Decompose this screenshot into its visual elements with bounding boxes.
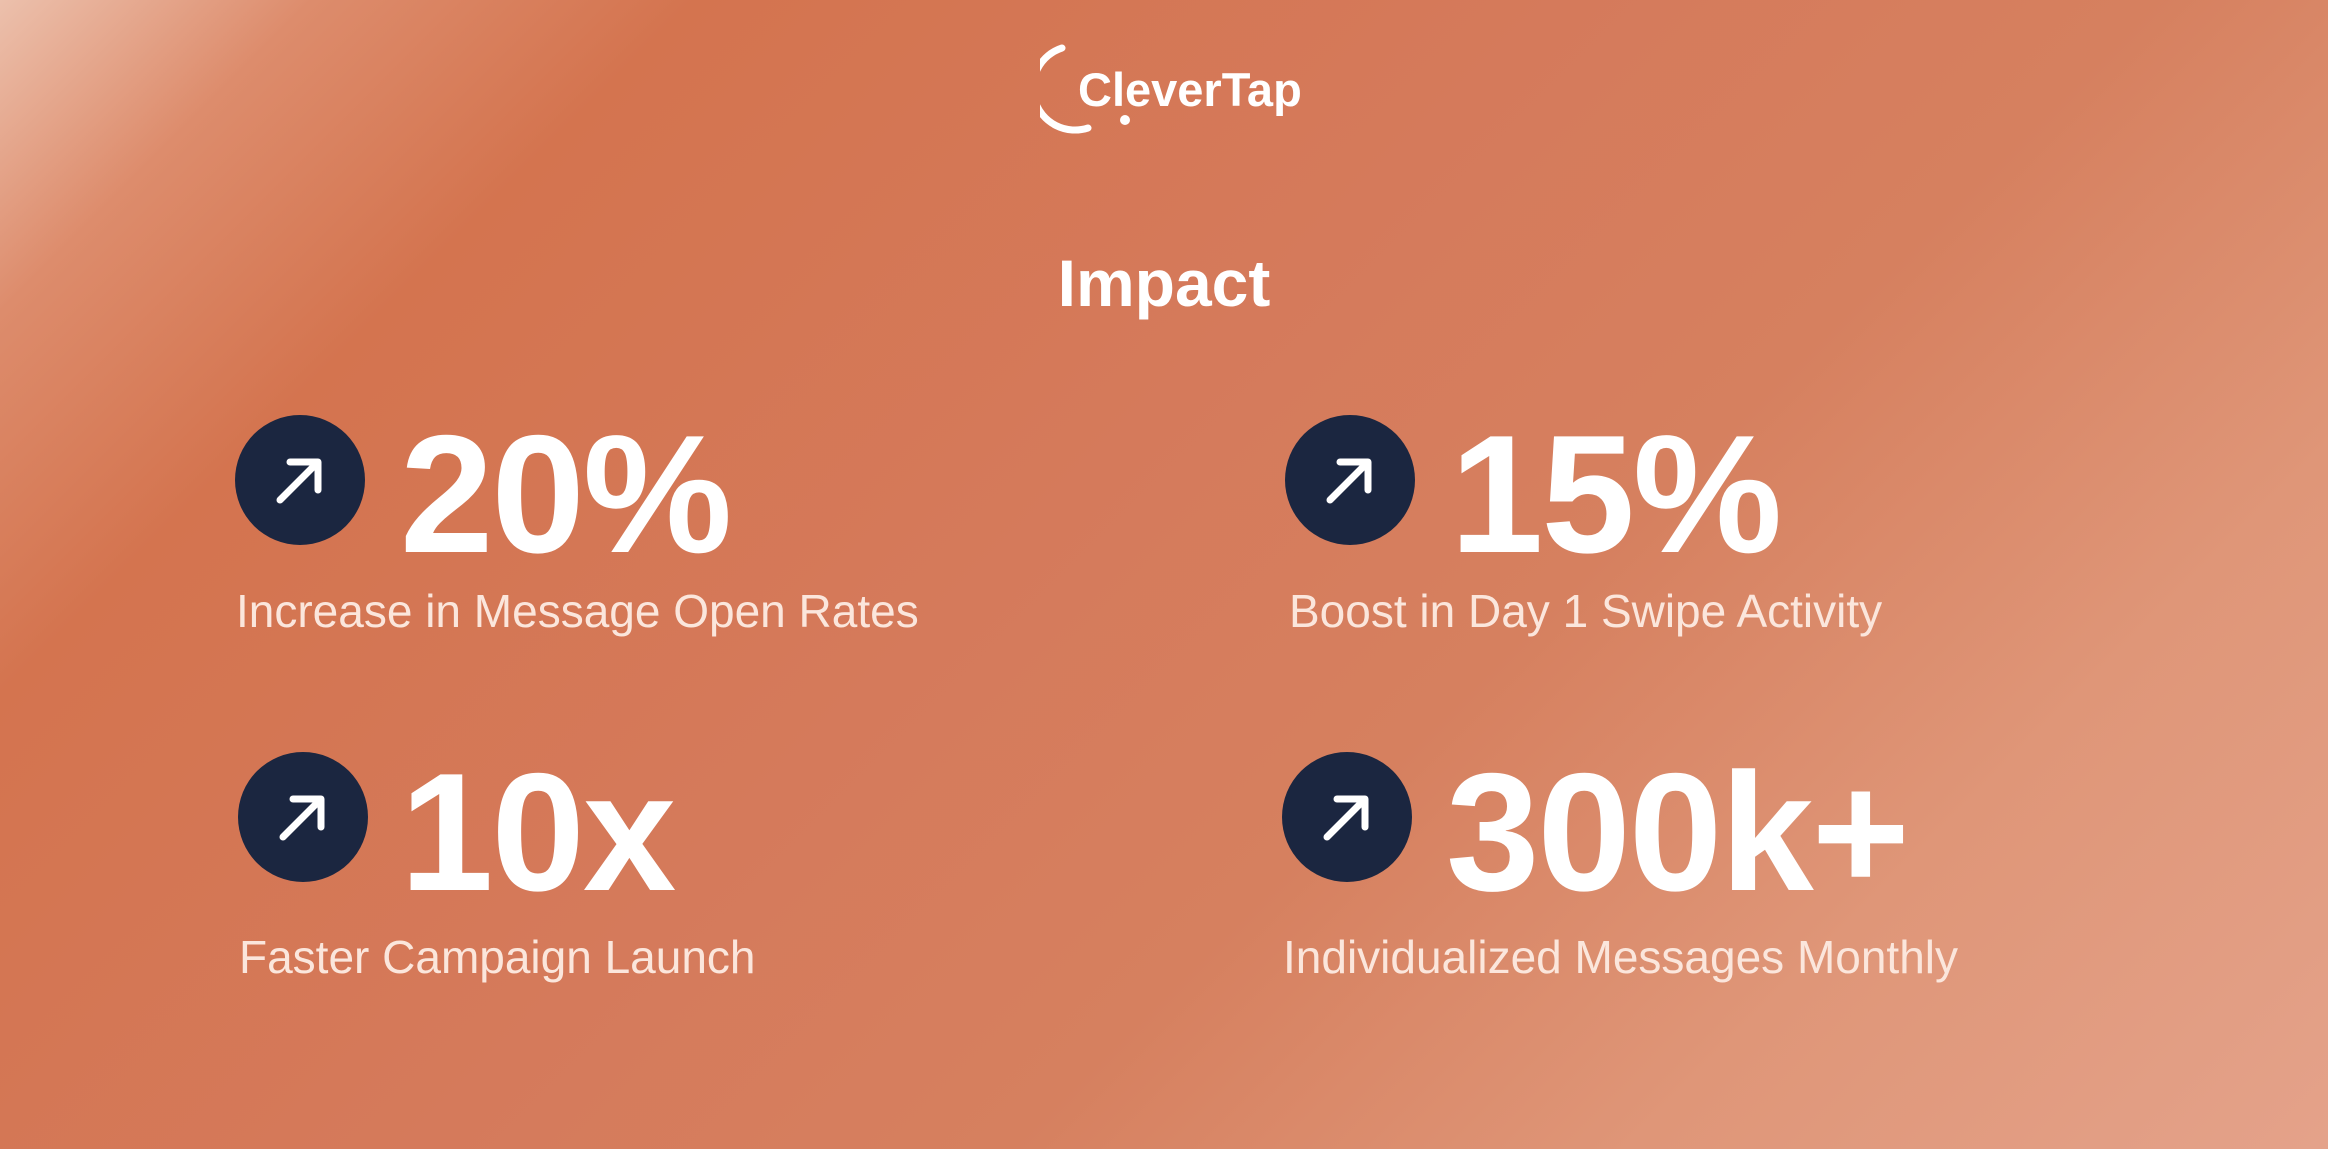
arrow-up-right-icon: [235, 415, 365, 545]
stat-value: 10x: [400, 738, 676, 926]
stat-label: Individualized Messages Monthly: [1283, 931, 1959, 983]
stat-value: 15%: [1450, 400, 1782, 588]
stat-label: Boost in Day 1 Swipe Activity: [1289, 585, 1883, 637]
stat-label: Increase in Message Open Rates: [236, 585, 919, 637]
page-title: Impact: [1057, 246, 1271, 320]
logo-dot-icon: [1120, 115, 1130, 125]
stat-label: Faster Campaign Launch: [239, 931, 756, 983]
arrow-up-right-icon: [1285, 415, 1415, 545]
logo-arc-icon: [1040, 44, 1092, 134]
stat-value: 20%: [400, 400, 732, 588]
stat-value: 300k+: [1446, 738, 1910, 926]
arrow-up-right-icon: [238, 752, 368, 882]
logo-text: CleverTap: [1078, 63, 1302, 116]
arrow-up-right-icon: [1282, 752, 1412, 882]
clevertap-logo: CleverTap: [1040, 40, 1302, 140]
